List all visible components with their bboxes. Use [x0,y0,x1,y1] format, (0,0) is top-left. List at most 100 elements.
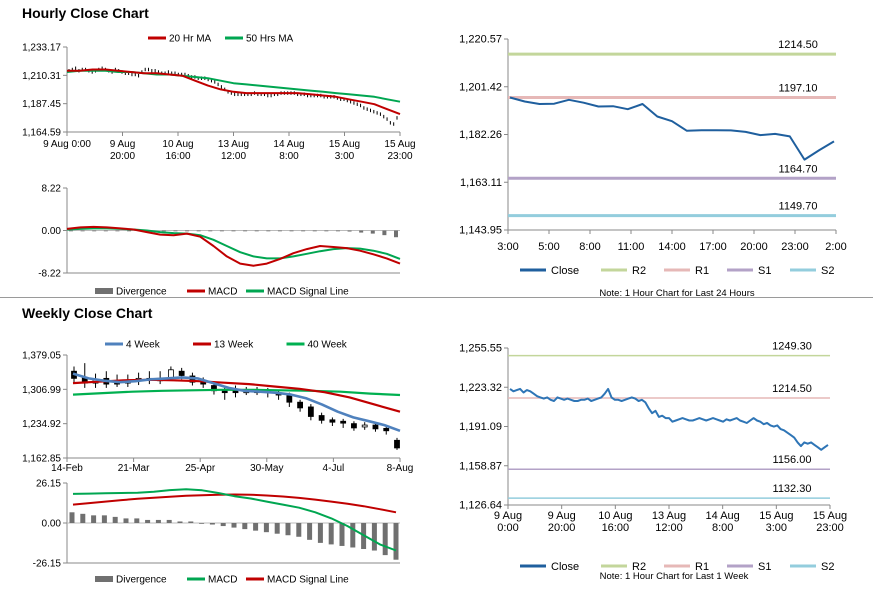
divergence-bar [335,230,340,232]
divergence-bar [101,515,107,523]
divergence-bar [263,523,269,533]
divergence-bar [231,230,236,232]
divergence-bar [371,523,377,551]
x-tick-label: 16:00 [602,522,630,534]
divergence-bar [103,230,108,232]
divergence-bar [220,523,226,527]
x-tick-label: 21-Mar [118,463,150,474]
divergence-bar [347,230,352,232]
close-line [509,96,835,161]
x-tick-label: 14-Feb [51,463,83,474]
legend-label: S1 [758,265,771,277]
divergence-bar [199,523,205,524]
y-tick-label: 1,201.42 [459,81,502,93]
signal-line [66,227,401,260]
y-tick-label: 1,306.99 [22,385,61,396]
legend-label: MACD Signal Line [267,287,349,298]
y-tick-label: 0.00 [42,519,62,530]
w4-line [72,372,401,433]
x-tick-label: 17:00 [699,241,727,253]
y-tick-label: -8.22 [38,269,61,280]
divergence-bar [266,230,271,232]
legend-label: Divergence [116,287,167,298]
x-tick-label: 12:00 [655,522,683,534]
divergence-bar [166,519,172,523]
y-tick-label: 1,187.45 [22,99,61,110]
divergence-bar [80,230,85,232]
candle-body [394,439,400,449]
y-tick-label: 1,163.11 [460,177,502,189]
divergence-bar [219,230,224,232]
divergence-bar [112,516,118,523]
legend-label: 40 Week [308,340,348,351]
x-tick-label: 20:00 [548,522,576,534]
legend-label: 50 Hrs MA [246,34,294,45]
divergence-bar [196,230,201,232]
hourly-macd-chart: 8.22 0.00 -8.22 Divergence MACD MACD Signal L… [38,184,401,298]
chart-note: Note: 1 Hour Chart for Last 1 Week [600,571,749,582]
divergence-bar [328,523,334,545]
x-tick-label: 23:00 [816,522,844,534]
y-tick-label: 8.22 [42,184,62,195]
level-label-r1: 1214.50 [772,383,812,395]
divergence-bar [208,230,213,232]
divergence-bar [382,523,388,556]
y-tick-label: 1,234.92 [22,419,61,430]
close-line [509,387,829,451]
w13-line [72,378,401,413]
divergence-bar [301,230,306,232]
legend-label: Divergence [116,575,167,586]
x-tick-label: 15 Aug [813,510,847,522]
legend-label: 20 Hr MA [169,34,212,45]
y-tick-label: 1,220.57 [459,34,502,46]
macd-line [66,225,401,267]
level-label-r2: 1214.50 [778,39,818,51]
legend-label: R2 [632,561,646,573]
macd-line [72,488,397,552]
legend-label: S2 [821,265,834,277]
divergence-bar [274,523,280,534]
divergence-bar [285,523,291,536]
divergence-bar [134,518,140,523]
x-tick-label: 9 Aug 0:00 [43,139,91,150]
section-divider [0,297,873,298]
hourly-24h-chart: 1,220.57 1,201.42 1,182.26 1,163.11 1,143.95… [459,34,847,298]
x-tick-label: 3:00 [497,241,518,253]
y-tick-label: 0.00 [42,226,62,237]
divergence-bar [339,523,345,546]
candle-body [372,424,379,430]
divergence-bar [324,230,329,232]
divergence-bar [253,523,259,531]
hourly-price-chart: 1,233.17 1,210.31 1,187.45 1,164.599 Aug 0:… [22,34,416,163]
x-tick-label: 13 Aug [218,139,249,150]
legend-label: MACD [208,575,237,586]
weekly-macd-chart: 26.15 0.00 -26.15 Divergence MACD MACD Signal… [33,479,400,586]
y-tick-label: 1,210.31 [22,71,61,82]
y-tick-label: 1,158.87 [459,460,502,472]
level-label-s1: 1164.70 [779,163,818,175]
divergence-bar [123,518,129,523]
candle-body [286,395,293,403]
divergence-bar [209,523,215,525]
y-tick-label: 1,182.26 [459,129,502,141]
legend-label: R1 [695,265,709,277]
x-tick-label: 23:00 [387,151,412,162]
y-tick-label: -26.15 [33,559,62,570]
divergence-bar [370,230,375,234]
hourly-section-title: Hourly Close Chart [22,5,149,21]
candle-body [318,415,325,421]
divergence-bar [69,512,75,523]
x-tick-label: 8:00 [712,522,733,534]
legend-label: MACD Signal Line [267,575,349,586]
divergence-bar [307,523,313,540]
x-tick-label: 15 Aug [329,139,360,150]
divergence-bar [185,230,190,232]
y-tick-label: 1,379.05 [22,351,61,362]
divergence-bar [155,519,161,523]
x-tick-label: 14:00 [658,241,686,253]
x-tick-label: 30-May [250,463,283,474]
x-tick-label: 8:00 [579,241,600,253]
divergence-bar [394,230,398,238]
x-tick-label: 14 Aug [706,510,740,522]
